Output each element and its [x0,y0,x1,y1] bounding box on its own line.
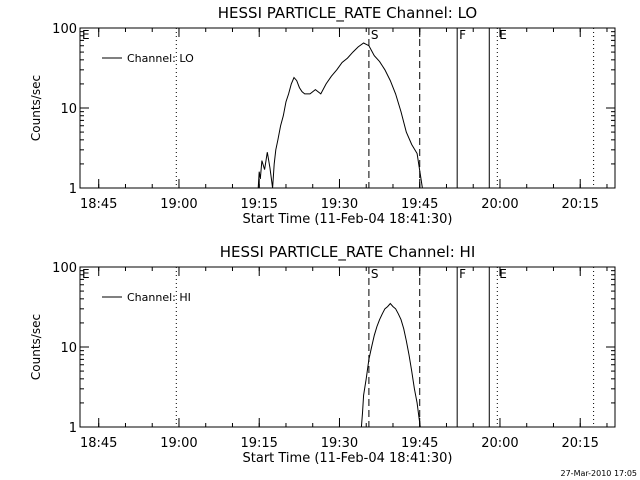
x-tick-label: 20:15 [561,197,598,212]
event-marker-label: S [371,267,379,281]
x-tick-label: 20:15 [561,436,598,451]
event-marker-label: E [82,267,90,281]
x-tick-label: 20:00 [481,197,518,212]
y-axis-label: Counts/sec [29,75,43,141]
event-marker-label: F [459,28,466,42]
x-tick-label: 19:15 [240,197,277,212]
series-line [360,302,421,428]
y-tick-label: 100 [52,22,77,37]
y-tick-label: 10 [60,341,77,356]
event-marker-label: E [499,28,507,42]
y-axis-label: Counts/sec [29,314,43,380]
x-tick-label: 19:45 [401,436,438,451]
y-tick-label: 10 [60,102,77,117]
timestamp: 27-Mar-2010 17:05 [561,469,638,478]
series-line [257,42,423,189]
event-marker-label: E [82,28,90,42]
x-tick-label: 19:30 [321,436,358,451]
y-tick-label: 1 [69,182,77,197]
x-tick-label: 19:00 [160,436,197,451]
y-tick-label: 1 [69,421,77,436]
x-tick-label: 19:30 [321,197,358,212]
x-tick-label: 19:45 [401,197,438,212]
x-tick-label: 18:45 [80,197,117,212]
x-tick-label: 19:15 [240,436,277,451]
x-tick-label: 19:00 [160,197,197,212]
x-tick-label: 20:00 [481,436,518,451]
event-marker-label: F [459,267,466,281]
chart-title: HESSI PARTICLE_RATE Channel: HI [220,243,476,262]
chart-title: HESSI PARTICLE_RATE Channel: LO [218,4,477,23]
legend-label: Channel: LO [127,52,194,65]
x-axis-label: Start Time (11-Feb-04 18:41:30) [243,451,453,466]
event-marker-label: E [499,267,507,281]
event-marker-label: S [371,28,379,42]
x-axis-label: Start Time (11-Feb-04 18:41:30) [243,212,453,227]
y-tick-label: 100 [52,261,77,276]
x-tick-label: 18:45 [80,436,117,451]
legend-label: Channel: HI [127,291,191,304]
